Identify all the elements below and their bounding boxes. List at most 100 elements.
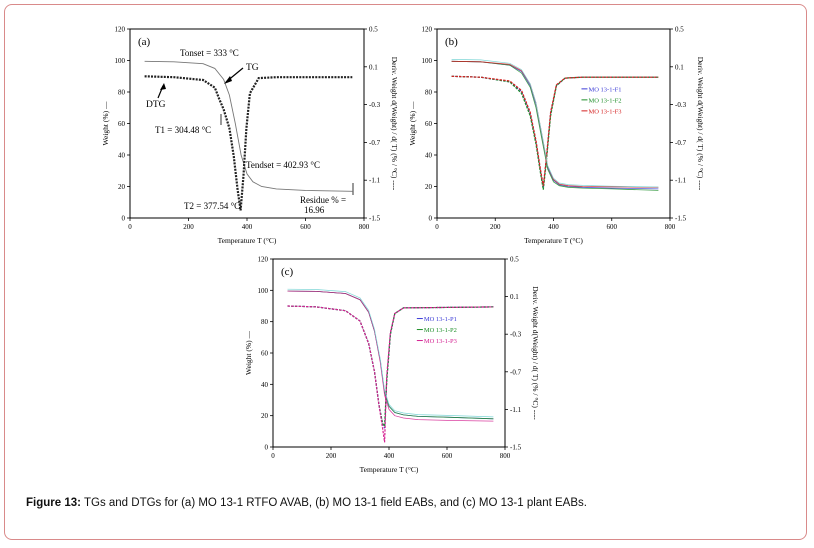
tg-curve bbox=[287, 290, 494, 422]
x-tick-label: 200 bbox=[326, 452, 337, 460]
y2-axis-label: Deriv. Weight d(Weight) / d( T) (% / °C)… bbox=[390, 57, 399, 191]
y2-tick-label: -1.5 bbox=[510, 444, 522, 452]
y2-tick-label: -0.7 bbox=[369, 139, 381, 147]
y2-tick-label: 0.5 bbox=[369, 26, 378, 34]
x-tick-label: 400 bbox=[242, 223, 253, 231]
annotation-residue-value: 16.96 bbox=[304, 205, 325, 215]
y-tick-label: 60 bbox=[261, 350, 269, 358]
y-tick-label: 40 bbox=[261, 381, 269, 389]
x-tick-label: 600 bbox=[300, 223, 311, 231]
tg-curve bbox=[451, 59, 659, 188]
y-tick-label: 60 bbox=[425, 120, 433, 128]
legend-label: MO 13-1-F2 bbox=[588, 97, 621, 104]
annotation-label: T2 = 377.54 °C bbox=[184, 201, 240, 211]
y2-tick-label: -1.5 bbox=[675, 215, 687, 223]
y-tick-label: 120 bbox=[115, 26, 126, 34]
x-tick-label: 600 bbox=[442, 452, 453, 460]
dtg-curve bbox=[287, 305, 494, 429]
x-axis-label: Temperature T (°C) bbox=[524, 236, 583, 245]
tg-curve bbox=[451, 60, 659, 188]
dtg-curve bbox=[144, 75, 353, 211]
x-tick-label: 800 bbox=[500, 452, 511, 460]
y2-tick-label: -0.7 bbox=[675, 139, 687, 147]
y-tick-label: 100 bbox=[258, 287, 269, 295]
y-tick-label: 120 bbox=[258, 256, 269, 264]
tg-curve bbox=[451, 60, 659, 191]
y-tick-label: 20 bbox=[425, 183, 433, 191]
figure-frame bbox=[4, 4, 807, 540]
x-tick-label: 0 bbox=[128, 223, 132, 231]
y-tick-label: 0 bbox=[265, 444, 269, 452]
annotation-residue-line: Residue % = bbox=[300, 195, 346, 205]
panel-b: 0 200 400 600 800 0 20 40 60 80 100 120 0.5 0.1 -0.3 -0… bbox=[408, 26, 705, 246]
figure-caption: Figure 13: TGs and DTGs for (a) MO 13-1 … bbox=[26, 497, 587, 509]
y2-axis-label: Deriv. Weight d(Weight) / d( T) (% / °C)… bbox=[531, 286, 540, 420]
panel-c: 0 200 400 600 800 0 20 40 60 80 100 120 0.5 0.1 -0.3 -0… bbox=[244, 256, 540, 475]
x-tick-label: 0 bbox=[435, 223, 439, 231]
tg-curve bbox=[287, 290, 494, 420]
y2-tick-label: 0.1 bbox=[675, 63, 684, 71]
y2-tick-label: -0.3 bbox=[510, 331, 522, 339]
legend-label: MO 13-1-F1 bbox=[588, 86, 621, 93]
y2-tick-label: -0.3 bbox=[369, 101, 381, 109]
legend-label: MO 13-1-F3 bbox=[588, 108, 621, 115]
x-axis-label: Temperature T (°C) bbox=[360, 465, 419, 474]
y-tick-label: 120 bbox=[422, 26, 433, 34]
y2-tick-label: -1.5 bbox=[369, 215, 381, 223]
y-tick-label: 60 bbox=[118, 120, 126, 128]
panel-label: (a) bbox=[138, 36, 151, 48]
y-axis-label: Weight (%) — bbox=[244, 331, 253, 375]
annotation-label: TG bbox=[246, 63, 259, 73]
dtg-curve bbox=[451, 75, 659, 187]
y2-tick-label: 0.5 bbox=[675, 26, 684, 34]
dtg-curve bbox=[451, 75, 659, 190]
y2-tick-label: -1.1 bbox=[675, 177, 687, 185]
x-tick-label: 600 bbox=[607, 223, 618, 231]
caption-text: TGs and DTGs for (a) MO 13-1 RTFO AVAB, … bbox=[83, 497, 587, 509]
x-tick-label: 800 bbox=[359, 223, 370, 231]
y-tick-label: 40 bbox=[425, 152, 433, 160]
legend-label: MO 13-1-P1 bbox=[424, 316, 457, 323]
y2-tick-label: 0.1 bbox=[369, 63, 378, 71]
y-tick-label: 100 bbox=[115, 57, 126, 65]
y-tick-label: 20 bbox=[261, 412, 269, 420]
y-tick-label: 20 bbox=[118, 183, 126, 191]
y-tick-label: 40 bbox=[118, 152, 126, 160]
x-tick-label: 400 bbox=[384, 452, 395, 460]
y-tick-label: 80 bbox=[118, 89, 126, 97]
x-axis-label: Temperature T (°C) bbox=[218, 236, 277, 245]
y-tick-label: 100 bbox=[422, 57, 433, 65]
tg-curve bbox=[287, 288, 494, 418]
annotation-label: DTG bbox=[146, 100, 166, 110]
y2-tick-label: -0.7 bbox=[510, 368, 522, 376]
x-tick-label: 800 bbox=[665, 223, 676, 231]
tg-curve bbox=[287, 290, 494, 420]
x-tick-label: 200 bbox=[490, 223, 501, 231]
tg-curve bbox=[144, 60, 353, 192]
panel-a: 0 200 400 600 800 0 20 40 60 80 100 120 0.5 0.1 -0.3 -0… bbox=[101, 26, 399, 246]
x-tick-label: 400 bbox=[548, 223, 559, 231]
legend-label: MO 13-1-P2 bbox=[424, 327, 457, 334]
y2-tick-label: -1.1 bbox=[369, 177, 381, 185]
y-tick-label: 0 bbox=[122, 215, 126, 223]
annotation-residue: Residue % = 16.96 bbox=[300, 195, 346, 215]
y-tick-label: 80 bbox=[425, 89, 433, 97]
x-tick-label: 200 bbox=[183, 223, 194, 231]
y-tick-label: 80 bbox=[261, 318, 269, 326]
annotation-label: Tonset = 333 °C bbox=[180, 48, 239, 58]
y2-axis-label: Deriv. Weight d(Weight) / d( T) (% / °C)… bbox=[696, 57, 705, 191]
y2-tick-label: -0.3 bbox=[675, 101, 687, 109]
panel-label: (c) bbox=[281, 266, 294, 278]
y-axis-label: Weight (%) — bbox=[101, 101, 110, 145]
annotation-label: Tendset = 402.93 °C bbox=[246, 160, 320, 170]
caption-label: Figure 13: bbox=[26, 497, 81, 509]
legend-label: MO 13-1-P3 bbox=[424, 338, 457, 345]
panel-label: (b) bbox=[445, 36, 458, 48]
dtg-arrowhead bbox=[160, 83, 166, 90]
y2-tick-label: 0.5 bbox=[510, 256, 519, 264]
y2-tick-label: 0.1 bbox=[510, 293, 519, 301]
y-axis-label: Weight (%) — bbox=[408, 101, 417, 145]
dtg-curve bbox=[287, 305, 494, 443]
y2-tick-label: -1.1 bbox=[510, 406, 522, 414]
